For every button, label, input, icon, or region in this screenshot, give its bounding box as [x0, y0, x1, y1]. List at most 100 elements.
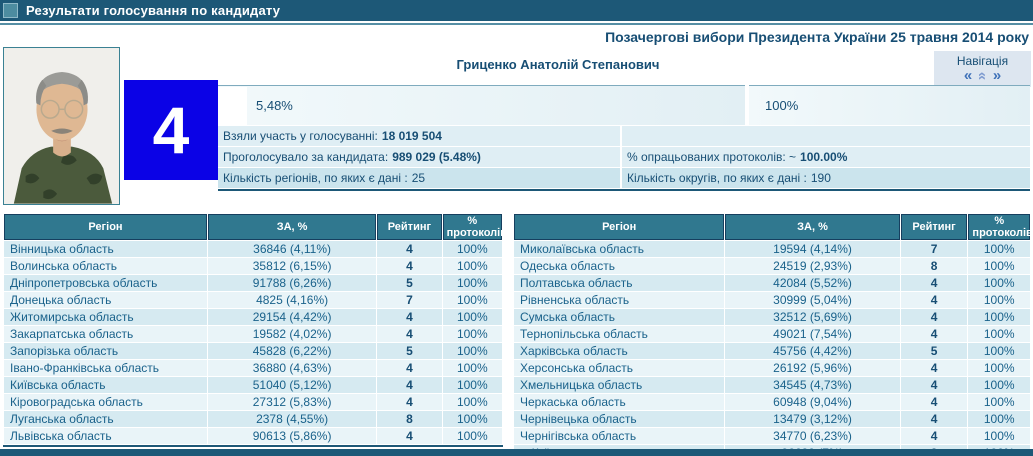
- region-cell: Донецька область: [4, 292, 207, 308]
- nav-up-icon[interactable]: «: [974, 71, 992, 81]
- rating-cell: 4: [900, 411, 968, 427]
- region-cell: Чернігівська область: [514, 428, 725, 444]
- protocols-bar: 100%: [749, 85, 1030, 125]
- rating-cell: 4: [377, 428, 442, 444]
- table-row: Закарпатська область 19582 (4,02%) 4 100%: [4, 326, 502, 342]
- table-row: Чернігівська область 34770 (6,23%) 4 100%: [514, 428, 1030, 444]
- votes-cell: 45756 (4,42%): [725, 343, 900, 359]
- region-cell: Полтавська область: [514, 275, 725, 291]
- table-row: Київська область 51040 (5,12%) 4 100%: [4, 377, 502, 393]
- rating-cell: 4: [377, 258, 442, 274]
- navigation-arrows: « « »: [934, 68, 1031, 84]
- region-cell: Рівненська область: [514, 292, 725, 308]
- rating-cell: 4: [377, 326, 442, 342]
- protocols-bar-label: 100%: [765, 98, 799, 113]
- nav-next-icon[interactable]: »: [992, 67, 1002, 84]
- votes-value: 989 029 (5.48%): [392, 150, 481, 164]
- candidate-photo: [3, 47, 120, 205]
- vote-share-label: 5,48%: [256, 98, 293, 113]
- region-cell: Черкаська область: [514, 394, 725, 410]
- table-row: Запорізька область 45828 (6,22%) 5 100%: [4, 343, 502, 359]
- region-cell: Запорізька область: [4, 343, 207, 359]
- stat-row-turnout: Взяли участь у голосуванні: 18 019 504: [218, 126, 1030, 146]
- votes-cell: 34770 (6,23%): [725, 428, 900, 444]
- votes-cell: 45828 (6,22%): [207, 343, 377, 359]
- votes-cell: 26192 (5,96%): [725, 360, 900, 376]
- app-icon: [3, 3, 18, 18]
- column-header: ЗА, %: [207, 214, 377, 240]
- rating-cell: 5: [900, 343, 968, 359]
- table-row: Дніпропетровська область 91788 (6,26%) 5 10…: [4, 275, 502, 291]
- protocols-cell: 100%: [442, 343, 502, 359]
- votes-cell: 91788 (6,26%): [207, 275, 377, 291]
- stat-row-votes: Проголосувало за кандидата: 989 029 (5.4…: [218, 147, 1030, 167]
- column-header: Рейтинг: [377, 214, 442, 240]
- table-row: Хмельницька область 34545 (4,73%) 4 100%: [514, 377, 1030, 393]
- rating-cell: 4: [900, 309, 968, 325]
- table-row: Харківська область 45756 (4,42%) 5 100%: [514, 343, 1030, 359]
- result-bars: 5,48% 100%: [218, 85, 1030, 125]
- votes-cell: 34545 (4,73%): [725, 377, 900, 393]
- region-cell: Закарпатська область: [4, 326, 207, 342]
- vote-share-bar: 5,48%: [218, 85, 745, 125]
- protocols-cell: 100%: [442, 326, 502, 342]
- table-row: Одеська область 24519 (2,93%) 8 100%: [514, 258, 1030, 274]
- votes-cell: 60948 (9,04%): [725, 394, 900, 410]
- table-row: Івано-Франківська область 36880 (4,63%) 4 1…: [4, 360, 502, 376]
- stat-row-counts: Кількість регіонів, по яких є дані : 25 …: [218, 168, 1030, 188]
- column-header: Регіон: [514, 214, 725, 240]
- table-row: Вінницька область 36846 (4,11%) 4 100%: [4, 241, 502, 257]
- protocols-cell: 100%: [968, 258, 1030, 274]
- rating-cell: 5: [377, 343, 442, 359]
- rating-cell: 4: [900, 428, 968, 444]
- rating-cell: 7: [377, 292, 442, 308]
- protocols-cell: 100%: [442, 241, 502, 257]
- protocols-cell: 100%: [442, 394, 502, 410]
- rating-cell: 4: [900, 292, 968, 308]
- protocols-cell: 100%: [968, 275, 1030, 291]
- rating-cell: 5: [377, 275, 442, 291]
- results-table-right: Регіон ЗА, % Рейтинг% протоколів Миколаївсь…: [513, 213, 1033, 456]
- navigation-box: Навігація « « »: [934, 51, 1031, 87]
- protocols-cell: 100%: [442, 309, 502, 325]
- protocols-percent-value: 100.00%: [800, 150, 848, 164]
- title-bar: Результати голосування по кандидату: [0, 0, 1033, 22]
- rating-cell: 8: [377, 411, 442, 427]
- region-cell: Вінницька область: [4, 241, 207, 257]
- table-row: Волинська область 35812 (6,15%) 4 100%: [4, 258, 502, 274]
- region-cell: Хмельницька область: [514, 377, 725, 393]
- column-header: Регіон: [4, 214, 207, 240]
- table-row: Полтавська область 42084 (5,52%) 4 100%: [514, 275, 1030, 291]
- region-cell: Дніпропетровська область: [4, 275, 207, 291]
- table-row: Черкаська область 60948 (9,04%) 4 100%: [514, 394, 1030, 410]
- votes-cell: 42084 (5,52%): [725, 275, 900, 291]
- table-row: Тернопільська область 49021 (7,54%) 4 100%: [514, 326, 1030, 342]
- votes-cell: 49021 (7,54%): [725, 326, 900, 342]
- rating-cell: 8: [900, 258, 968, 274]
- column-header: % протоколів: [442, 214, 507, 240]
- nav-prev-icon[interactable]: «: [963, 67, 973, 84]
- votes-cell: 13479 (3,12%): [725, 411, 900, 427]
- votes-cell: 19594 (4,14%): [725, 241, 900, 257]
- region-cell: Одеська область: [514, 258, 725, 274]
- protocols-cell: 100%: [442, 428, 502, 444]
- votes-cell: 24519 (2,93%): [725, 258, 900, 274]
- region-cell: Херсонська область: [514, 360, 725, 376]
- protocols-cell: 100%: [442, 411, 502, 427]
- rating-cell: 4: [900, 275, 968, 291]
- footer-bar: [0, 449, 1033, 456]
- votes-cell: 35812 (6,15%): [207, 258, 377, 274]
- protocols-cell: 100%: [968, 377, 1030, 393]
- votes-cell: 27312 (5,83%): [207, 394, 377, 410]
- region-cell: Луганська область: [4, 411, 207, 427]
- column-header: Рейтинг: [900, 214, 968, 240]
- protocols-cell: 100%: [968, 326, 1030, 342]
- protocols-cell: 100%: [442, 258, 502, 274]
- protocols-cell: 100%: [968, 309, 1030, 325]
- candidate-name: Гриценко Анатолій Степанович: [456, 57, 660, 72]
- rating-cell: 7: [900, 241, 968, 257]
- regions-count-label: Кількість регіонів, по яких є дані :: [223, 171, 408, 185]
- page-title: Результати голосування по кандидату: [26, 3, 281, 18]
- protocols-cell: 100%: [442, 360, 502, 376]
